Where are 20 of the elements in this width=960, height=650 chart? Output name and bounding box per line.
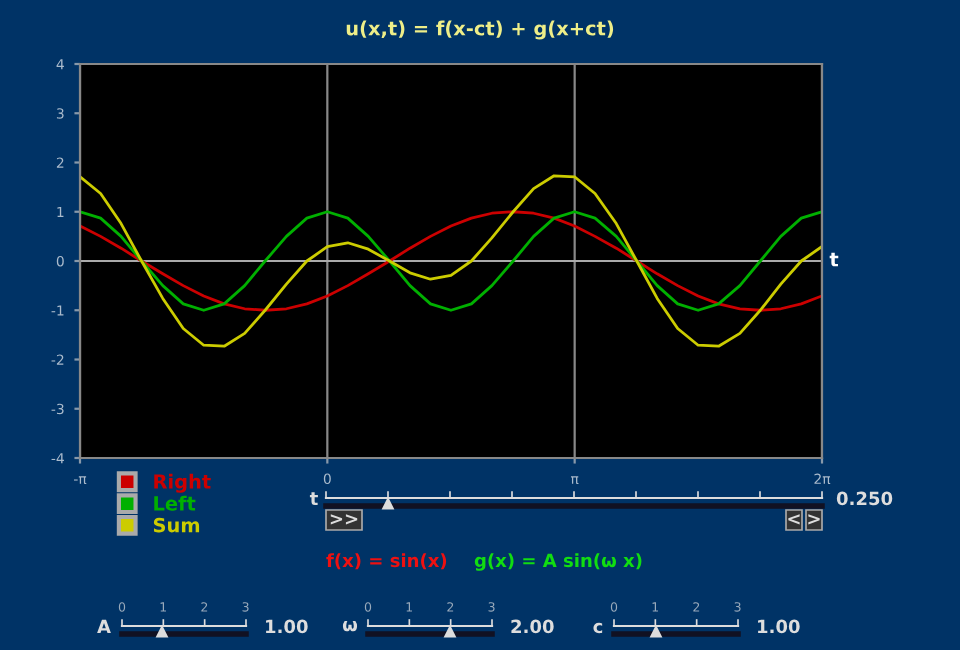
legend-label: Right	[154, 473, 211, 493]
text: c	[593, 622, 603, 634]
text: <	[788, 514, 800, 525]
legend-label: Sum	[153, 517, 200, 533]
text: g(x) = A sin(ω x)	[474, 553, 642, 571]
legend-label: Left	[154, 495, 196, 511]
text: 1.00	[758, 619, 800, 634]
text: f(x) = sin(x)	[326, 553, 447, 570]
text: 0.250	[836, 491, 893, 506]
text: >>	[330, 514, 358, 525]
text: ω	[342, 621, 358, 632]
text: 2.00	[511, 619, 554, 634]
text: A	[97, 619, 111, 633]
chart-title: u(x,t) = f(x-ct) + g(x+ct)	[346, 20, 614, 40]
text: 1.00	[266, 619, 308, 634]
x-axis-title: t	[829, 252, 839, 267]
line-series	[80, 210, 822, 312]
line-series	[80, 174, 822, 348]
text: >	[808, 514, 820, 525]
text: t	[309, 492, 318, 505]
